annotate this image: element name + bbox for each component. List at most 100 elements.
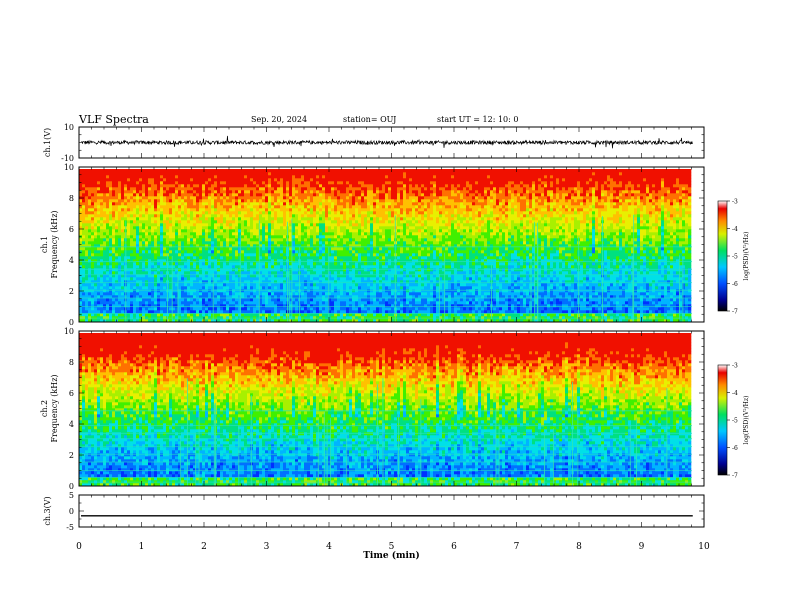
psd-cell	[211, 247, 214, 250]
psd-cell	[154, 247, 157, 250]
psd-cell	[325, 217, 328, 220]
psd-cell	[136, 283, 139, 286]
psd-cell	[247, 205, 250, 208]
psd-cell	[148, 175, 151, 178]
psd-cell	[118, 202, 121, 205]
psd-cell	[274, 250, 277, 253]
psd-cell	[208, 229, 211, 232]
psd-cell	[322, 169, 325, 172]
psd-cell	[301, 187, 304, 190]
psd-cell	[358, 310, 361, 313]
psd-cell	[256, 220, 259, 223]
psd-cell	[325, 181, 328, 184]
psd-cell	[232, 232, 235, 235]
psd-cell	[208, 184, 211, 187]
psd-cell	[247, 307, 250, 310]
psd-cell	[271, 301, 274, 304]
psd-cell	[163, 301, 166, 304]
psd-cell	[145, 205, 148, 208]
psd-cell	[145, 199, 148, 202]
psd-cell	[157, 292, 160, 295]
psd-cell	[124, 214, 127, 217]
psd-cell	[319, 178, 322, 181]
psd-cell	[88, 169, 91, 172]
psd-cell	[328, 175, 331, 178]
psd-cell	[157, 298, 160, 301]
psd-cell	[94, 250, 97, 253]
psd-cell	[178, 172, 181, 175]
psd-cell	[169, 181, 172, 184]
psd-cell	[190, 187, 193, 190]
psd-cell	[148, 316, 151, 319]
psd-cell	[130, 190, 133, 193]
psd-cell	[223, 196, 226, 199]
psd-cell	[187, 214, 190, 217]
psd-cell	[358, 247, 361, 250]
psd-cell	[316, 190, 319, 193]
psd-cell	[319, 262, 322, 265]
psd-cell	[184, 232, 187, 235]
psd-cell	[349, 310, 352, 313]
psd-cell	[340, 184, 343, 187]
psd-cell	[250, 169, 253, 172]
psd-cell	[142, 241, 145, 244]
psd-cell	[133, 298, 136, 301]
psd-cell	[322, 205, 325, 208]
psd-cell	[340, 250, 343, 253]
psd-cell	[304, 202, 307, 205]
psd-cell	[340, 178, 343, 181]
psd-cell	[208, 316, 211, 319]
psd-cell	[154, 238, 157, 241]
psd-cell	[259, 169, 262, 172]
psd-cell	[190, 193, 193, 196]
psd-cell	[325, 247, 328, 250]
psd-cell	[139, 202, 142, 205]
psd-cell	[265, 241, 268, 244]
psd-cell	[91, 316, 94, 319]
psd-cell	[190, 214, 193, 217]
psd-cell	[154, 199, 157, 202]
psd-cell	[139, 241, 142, 244]
psd-cell	[277, 172, 280, 175]
psd-cell	[274, 235, 277, 238]
psd-cell	[295, 310, 298, 313]
psd-cell	[136, 187, 139, 190]
psd-cell	[91, 292, 94, 295]
psd-cell	[343, 247, 346, 250]
psd-cell	[355, 256, 358, 259]
psd-cell	[160, 226, 163, 229]
psd-cell	[130, 235, 133, 238]
psd-cell	[193, 223, 196, 226]
psd-cell	[358, 214, 361, 217]
psd-cell	[331, 220, 334, 223]
psd-cell	[235, 301, 238, 304]
psd-cell	[121, 190, 124, 193]
psd-cell	[196, 247, 199, 250]
psd-cell	[115, 223, 118, 226]
psd-cell	[253, 265, 256, 268]
psd-cell	[274, 211, 277, 214]
psd-cell	[193, 301, 196, 304]
psd-cell	[145, 214, 148, 217]
psd-cell	[127, 289, 130, 292]
psd-cell	[136, 217, 139, 220]
psd-cell	[307, 298, 310, 301]
psd-cell	[205, 289, 208, 292]
psd-cell	[292, 238, 295, 241]
psd-cell	[340, 172, 343, 175]
psd-cell	[238, 220, 241, 223]
psd-cell	[151, 205, 154, 208]
psd-cell	[91, 220, 94, 223]
psd-cell	[190, 265, 193, 268]
psd-cell	[217, 223, 220, 226]
psd-cell	[226, 205, 229, 208]
psd-cell	[259, 181, 262, 184]
psd-cell	[298, 169, 301, 172]
psd-cell	[295, 292, 298, 295]
psd-cell	[292, 232, 295, 235]
psd-cell	[340, 283, 343, 286]
psd-cell	[85, 190, 88, 193]
psd-cell	[217, 316, 220, 319]
psd-cell	[316, 223, 319, 226]
psd-cell	[334, 217, 337, 220]
